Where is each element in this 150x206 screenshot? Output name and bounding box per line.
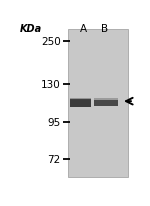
Bar — [94, 100, 118, 106]
Text: 95: 95 — [47, 117, 61, 127]
Bar — [94, 99, 118, 101]
Text: A: A — [80, 24, 87, 34]
Bar — [68, 29, 128, 177]
Bar — [70, 99, 91, 100]
Text: 130: 130 — [41, 80, 61, 90]
Bar — [70, 100, 91, 107]
Text: KDa: KDa — [20, 24, 42, 34]
Text: 250: 250 — [41, 36, 61, 46]
Text: B: B — [101, 24, 108, 34]
Text: 72: 72 — [47, 154, 61, 164]
